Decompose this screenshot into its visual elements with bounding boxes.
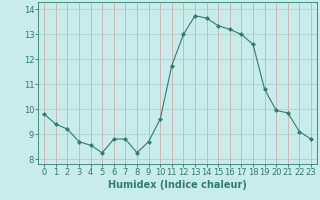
X-axis label: Humidex (Indice chaleur): Humidex (Indice chaleur) bbox=[108, 180, 247, 190]
